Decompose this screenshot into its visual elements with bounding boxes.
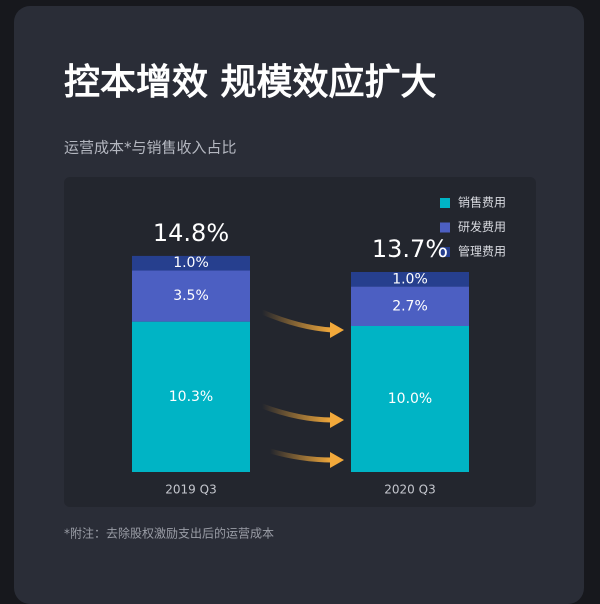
arrow-head	[330, 322, 344, 338]
arrow-head	[330, 452, 344, 468]
bar-segment	[351, 271, 469, 287]
value-label: 3.5%	[173, 288, 209, 304]
legend-swatch	[440, 247, 450, 257]
arrow-head	[330, 412, 344, 428]
bar-segment	[132, 255, 250, 271]
value-label: 1.0%	[392, 271, 428, 287]
arrow	[259, 309, 335, 333]
legend-label: 销售费用	[458, 195, 506, 210]
bar-segment	[132, 270, 250, 322]
value-label: 1.0%	[173, 255, 209, 271]
total-label: 14.8%	[153, 219, 229, 247]
footnote: *附注：去除股权激励支出后的运营成本	[64, 526, 274, 541]
arrow	[267, 448, 335, 463]
arrow	[259, 403, 335, 423]
value-label: 10.3%	[169, 389, 213, 405]
value-label: 2.7%	[392, 298, 428, 314]
legend-swatch	[440, 198, 450, 208]
chart-title: 控本增效 规模效应扩大	[64, 62, 437, 103]
bar-segment	[351, 286, 469, 326]
x-tick-label: 2020 Q3	[384, 483, 435, 497]
bar-segment	[132, 321, 250, 472]
bar-segment	[351, 326, 469, 472]
arrows	[259, 309, 335, 463]
legend-label: 研发费用	[458, 219, 506, 234]
arrow-heads	[330, 322, 344, 468]
legend-swatch	[440, 222, 450, 233]
subtitle: 运营成本*与销售收入占比	[64, 139, 237, 157]
value-label: 10.0%	[388, 391, 432, 407]
legend-label: 管理费用	[458, 244, 506, 259]
total-label: 13.7%	[372, 235, 448, 263]
x-tick-label: 2019 Q3	[165, 483, 216, 497]
